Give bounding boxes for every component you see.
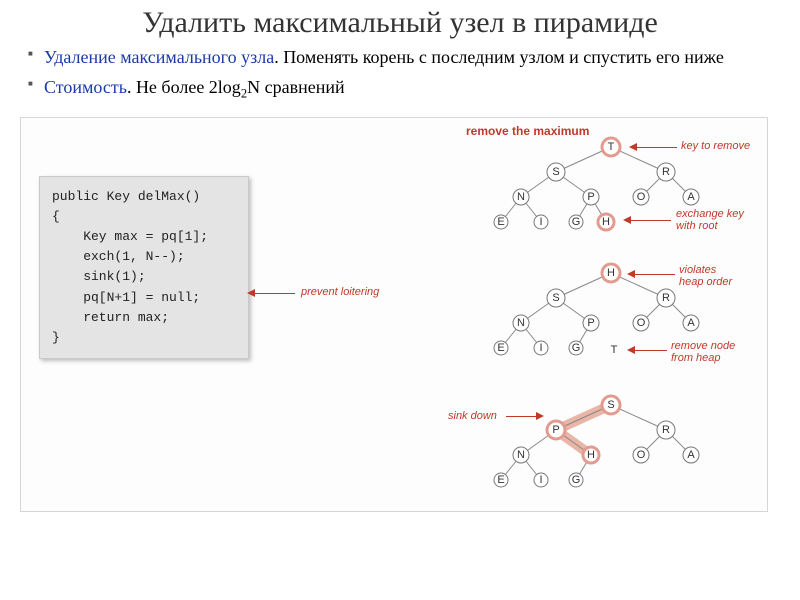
svg-text:S: S xyxy=(552,166,559,178)
annot-line-rem xyxy=(633,350,667,351)
svg-text:S: S xyxy=(607,399,614,411)
svg-text:A: A xyxy=(687,449,695,461)
svg-text:N: N xyxy=(517,317,525,329)
svg-text:I: I xyxy=(539,474,542,486)
svg-text:A: A xyxy=(687,191,695,203)
annot-arrow-key xyxy=(629,143,637,151)
svg-text:H: H xyxy=(607,267,615,279)
annot-arrow-sink xyxy=(536,412,544,420)
annot-exchange: exchange key with root xyxy=(676,208,744,232)
annot-violates: violates heap order xyxy=(679,264,732,288)
code-box: public Key delMax() { Key max = pq[1]; e… xyxy=(39,176,249,359)
svg-text:H: H xyxy=(602,216,610,228)
svg-text:N: N xyxy=(517,191,525,203)
annot-arrow-viol xyxy=(627,270,635,278)
annot-arrow-code xyxy=(247,289,255,297)
bullet-2-tail: N сравнений xyxy=(247,77,345,97)
svg-text:T: T xyxy=(608,141,615,153)
page-title: Удалить максимальный узел в пирамиде xyxy=(0,0,800,39)
svg-text:I: I xyxy=(539,342,542,354)
annot-line-key xyxy=(635,147,677,148)
tree-3: S P R N H O A E I G xyxy=(436,390,756,505)
svg-text:S: S xyxy=(552,292,559,304)
annot-arrow-exch xyxy=(623,216,631,224)
annot-remove-node: remove node from heap xyxy=(671,340,735,364)
annot-arrow-rem xyxy=(627,346,635,354)
svg-text:R: R xyxy=(662,424,670,436)
svg-text:E: E xyxy=(497,216,504,228)
svg-text:P: P xyxy=(552,424,559,436)
annot-line-sink xyxy=(506,416,536,417)
svg-text:I: I xyxy=(539,216,542,228)
annot-line-viol xyxy=(633,274,675,275)
annot-line-code xyxy=(253,293,295,294)
svg-text:A: A xyxy=(687,317,695,329)
svg-text:N: N xyxy=(517,449,525,461)
svg-text:O: O xyxy=(637,317,646,329)
svg-text:G: G xyxy=(572,342,581,354)
bullet-1: Удаление максимального узла. Поменять ко… xyxy=(28,45,772,69)
svg-text:P: P xyxy=(587,317,594,329)
bullet-list: Удаление максимального узла. Поменять ко… xyxy=(0,39,800,113)
annot-prevent-loitering: prevent loitering xyxy=(301,286,379,298)
svg-text:R: R xyxy=(662,166,670,178)
svg-text:T: T xyxy=(611,344,618,356)
svg-text:H: H xyxy=(587,449,595,461)
svg-text:E: E xyxy=(497,342,504,354)
annot-line-exch xyxy=(629,220,671,221)
bullet-2-term: Стоимость xyxy=(44,77,127,97)
svg-text:P: P xyxy=(587,191,594,203)
annot-key-to-remove: key to remove xyxy=(681,140,750,152)
bullet-2-rest: . Не более 2log xyxy=(127,77,241,97)
svg-text:G: G xyxy=(572,474,581,486)
bullet-2: Стоимость. Не более 2log2N сравнений xyxy=(28,75,772,103)
svg-text:R: R xyxy=(662,292,670,304)
svg-text:O: O xyxy=(637,191,646,203)
svg-text:O: O xyxy=(637,449,646,461)
svg-text:G: G xyxy=(572,216,581,228)
svg-text:E: E xyxy=(497,474,504,486)
bullet-1-rest: . Поменять корень с последним узлом и сп… xyxy=(274,47,724,67)
figure-canvas: public Key delMax() { Key max = pq[1]; e… xyxy=(20,117,768,512)
bullet-1-term: Удаление максимального узла xyxy=(44,47,274,67)
annot-sink-down: sink down xyxy=(448,410,497,422)
